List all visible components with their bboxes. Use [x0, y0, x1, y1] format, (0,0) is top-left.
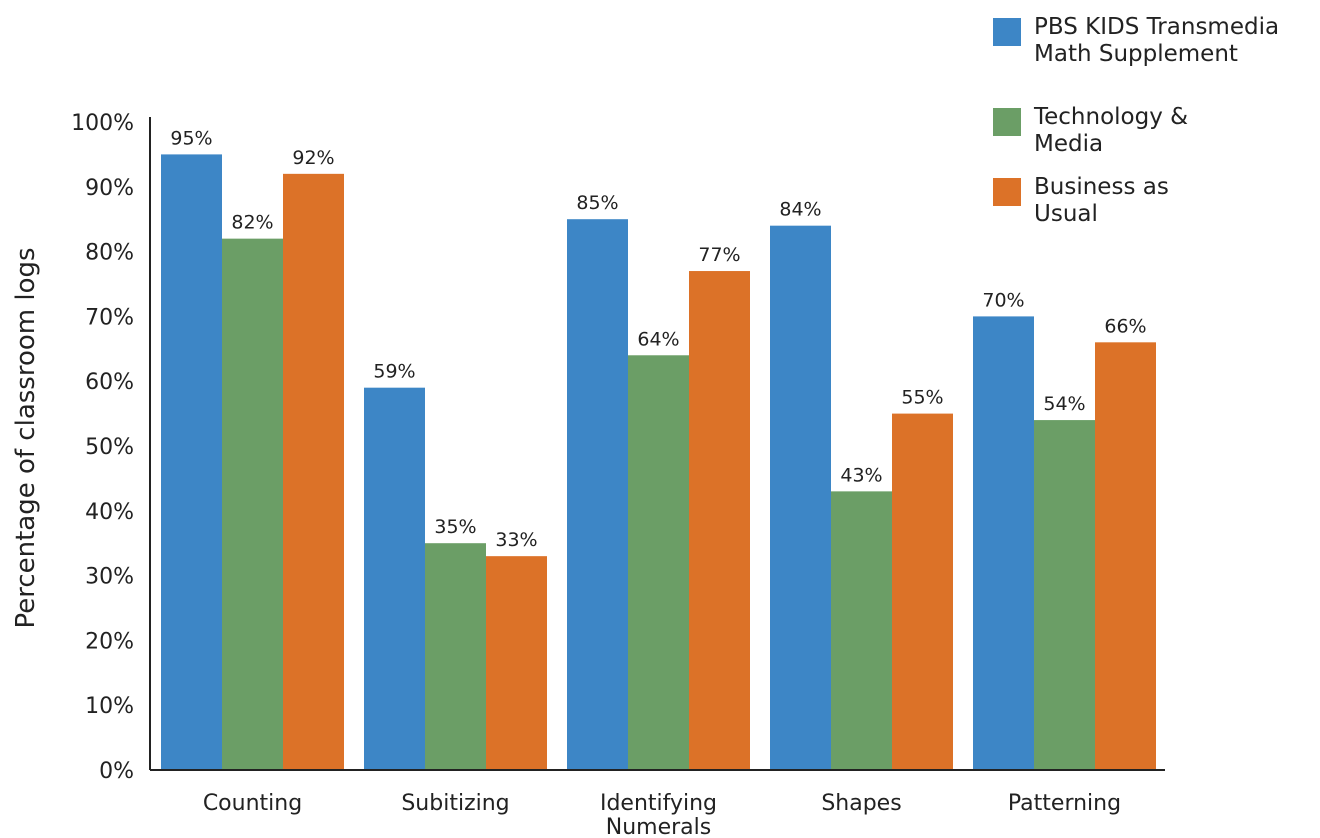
bar: [1034, 420, 1095, 770]
bars: 95% 59% 85% 84% 70% 82% 35% 64% 43% 54% 92% 33% 77% 5…: [161, 127, 1156, 771]
y-tick-label: 40%: [85, 500, 134, 525]
bar: [222, 238, 283, 770]
data-label: 85%: [576, 192, 618, 214]
y-tick-label: 20%: [85, 629, 134, 654]
y-tick-label: 80%: [85, 241, 134, 266]
x-category-label: Numerals: [606, 815, 711, 838]
x-category-label: Counting: [203, 791, 302, 816]
x-category-label: Subitizing: [401, 791, 509, 816]
y-tick-label: 70%: [85, 305, 134, 330]
bar: [689, 271, 750, 770]
legend-swatch: [993, 178, 1021, 206]
data-label: 54%: [1043, 393, 1085, 415]
data-label: 95%: [170, 127, 212, 149]
bar: [831, 491, 892, 770]
data-label: 59%: [373, 361, 415, 383]
legend-label: Technology &: [1033, 104, 1188, 130]
bar: [892, 413, 953, 770]
y-axis: 0% 10% 20% 30% 40% 50% 60% 70% 80% 90% 100%: [71, 111, 151, 784]
x-category-label: Shapes: [821, 791, 901, 816]
data-label: 43%: [840, 464, 882, 486]
bar: [567, 219, 628, 770]
legend-label: Usual: [1034, 201, 1098, 227]
data-label: 35%: [434, 516, 476, 538]
data-label: 55%: [901, 387, 943, 409]
data-label: 84%: [779, 199, 821, 221]
y-tick-label: 30%: [85, 565, 134, 590]
data-label: 82%: [231, 212, 273, 234]
data-label: 33%: [495, 529, 537, 551]
bar: [973, 316, 1034, 770]
bar: [161, 154, 222, 770]
legend-swatch: [993, 18, 1021, 46]
data-label: 77%: [698, 244, 740, 266]
x-category-label: Patterning: [1008, 791, 1121, 816]
data-label: 70%: [982, 289, 1024, 311]
legend-swatch: [993, 108, 1021, 136]
data-label: 64%: [637, 328, 679, 350]
y-tick-label: 60%: [85, 370, 134, 395]
bar: [283, 173, 344, 771]
bar: [770, 225, 831, 770]
y-tick-label: 50%: [85, 435, 134, 460]
bar: [628, 355, 689, 770]
legend-label: Math Supplement: [1034, 41, 1238, 67]
y-tick-label: 0%: [99, 759, 134, 784]
legend-label: Media: [1034, 131, 1103, 157]
x-category-label: Identifying: [600, 791, 717, 816]
legend-label: Business as: [1034, 174, 1169, 200]
y-tick-label: 100%: [71, 111, 134, 136]
legend-label: PBS KIDS Transmedia: [1034, 14, 1279, 40]
bar: [425, 543, 486, 770]
bar: [1095, 342, 1156, 770]
y-tick-label: 90%: [85, 176, 134, 201]
y-axis-label: Percentage of classroom logs: [11, 247, 41, 628]
data-label: 66%: [1104, 315, 1146, 337]
bar: [364, 387, 425, 770]
data-label: 92%: [292, 147, 334, 169]
y-tick-label: 10%: [85, 694, 134, 719]
bar: [486, 556, 547, 770]
